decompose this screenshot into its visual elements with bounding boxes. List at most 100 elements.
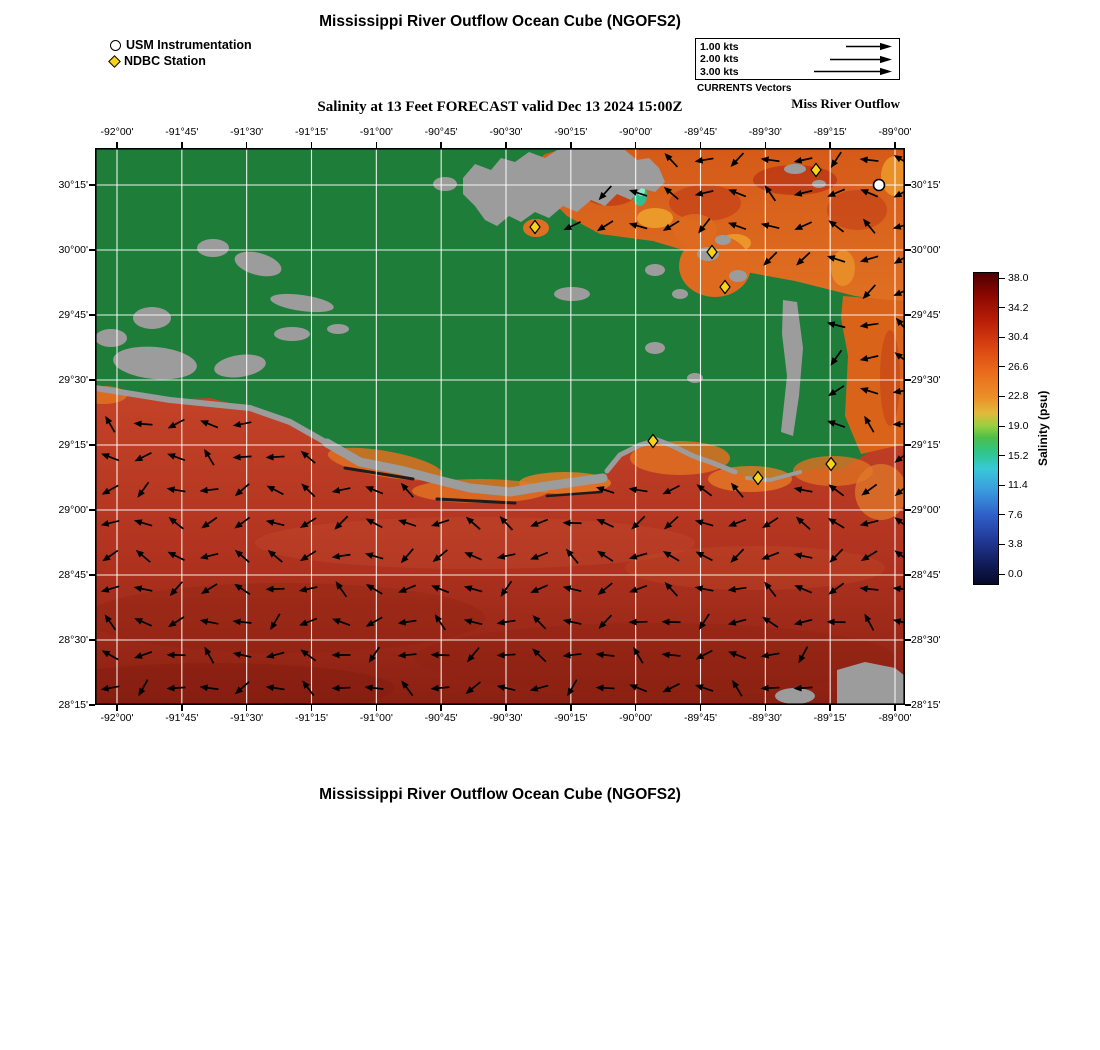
current-arrow-head	[894, 517, 903, 525]
current-arrow-head	[166, 684, 175, 692]
current-arrow-head	[830, 159, 839, 168]
current-arrow-shaft	[667, 156, 679, 168]
current-arrow-head	[728, 520, 737, 527]
lon-tick-label-top: -89°45'	[683, 126, 718, 138]
current-arrow-head	[662, 551, 672, 559]
current-arrow-head	[331, 486, 341, 494]
current-arrow-head	[793, 156, 803, 164]
ndbc-station-marker	[810, 162, 822, 178]
current-arrow-head	[234, 583, 243, 592]
current-arrow-shaft	[865, 355, 879, 360]
current-arrow-head	[168, 517, 177, 525]
colorbar-title: Salinity (psu)	[1036, 390, 1050, 466]
current-arrow-head	[232, 420, 242, 428]
current-arrow-shaft	[139, 521, 153, 527]
current-arrow-head	[597, 550, 606, 559]
current-arrow-shaft	[238, 653, 252, 658]
current-arrow-head	[694, 585, 704, 593]
current-arrow-head	[397, 618, 407, 626]
current-arrow-head	[859, 321, 869, 329]
current-arrow-shaft	[305, 684, 315, 697]
current-arrow-head	[335, 581, 343, 590]
current-arrow-head	[532, 615, 541, 624]
current-arrow-head	[892, 618, 902, 625]
current-arrow-shaft	[403, 584, 417, 592]
current-arrow-shaft	[139, 451, 152, 460]
current-arrow-shaft	[304, 454, 316, 464]
current-arrow-head	[562, 585, 572, 592]
current-arrow-shaft	[139, 651, 153, 657]
graticule	[95, 148, 905, 706]
current-arrow-head	[662, 223, 672, 231]
current-arrow-head	[861, 488, 870, 496]
current-arrow-head	[496, 552, 506, 560]
current-arrow-shaft	[337, 553, 351, 558]
current-arrow-head	[199, 618, 209, 626]
ocean-shade	[85, 583, 485, 653]
current-arrow-head	[265, 684, 275, 692]
current-arrow-shaft	[866, 222, 876, 234]
current-arrow-shaft	[766, 551, 780, 559]
lon-tick-mark	[570, 142, 572, 148]
current-arrow-head	[596, 518, 606, 526]
map-plot-area	[35, 148, 912, 713]
current-arrow-shaft	[799, 586, 813, 594]
current-arrow-shaft	[106, 585, 120, 591]
lat-tick-mark	[905, 639, 911, 641]
current-arrow-shaft	[337, 620, 351, 627]
colorbar-tick-mark	[999, 307, 1005, 309]
current-arrow-shaft	[106, 652, 119, 661]
land-patch	[729, 270, 747, 282]
lon-tick-mark	[181, 142, 183, 148]
current-arrow-head	[629, 586, 638, 593]
current-arrow-head	[300, 649, 309, 657]
ndbc-station-marker	[706, 244, 718, 260]
current-arrow-head	[796, 257, 805, 266]
current-arrow-head	[364, 684, 373, 692]
current-arrow-head	[760, 684, 769, 692]
current-arrow-shaft	[304, 517, 317, 526]
lat-tick-mark	[905, 249, 911, 251]
current-scale-arrow	[846, 42, 892, 51]
current-arrow-shaft	[865, 483, 878, 493]
lat-tick-label-left: 28°15'	[58, 699, 88, 711]
current-arrow-shaft	[733, 518, 747, 526]
lon-tick-mark	[570, 705, 572, 711]
current-arrow-shaft	[172, 616, 185, 625]
current-arrow-head	[628, 486, 638, 494]
legend-ndbc-label: NDBC Station	[124, 54, 206, 68]
lon-tick-label-bottom: -90°30'	[489, 712, 523, 724]
current-arrow-head	[105, 415, 113, 425]
current-arrow-head	[662, 685, 672, 693]
current-arrow-head	[532, 648, 541, 657]
current-arrow-shaft	[832, 323, 846, 329]
land-patch	[784, 164, 806, 174]
current-arrow-shaft	[338, 585, 348, 598]
land-patch	[775, 688, 815, 704]
current-arrow-head	[465, 516, 475, 525]
current-arrow-shaft	[370, 487, 384, 495]
current-arrow-shaft	[700, 190, 714, 195]
current-scale-label: 1.00 kts	[700, 40, 739, 53]
current-arrow-head	[829, 554, 838, 563]
current-arrow-head	[232, 651, 242, 659]
current-arrow-head	[732, 679, 740, 689]
current-arrow-shaft	[271, 651, 285, 657]
lat-tick-label-left: 30°00'	[58, 244, 88, 256]
current-arrow-head	[331, 552, 341, 560]
current-arrow-head	[761, 553, 770, 560]
current-arrow-head	[730, 554, 739, 563]
land-patch	[672, 289, 688, 299]
lon-tick-mark	[181, 705, 183, 711]
current-arrow-head	[567, 687, 575, 697]
lon-tick-mark	[245, 705, 248, 711]
current-arrow-head	[100, 586, 110, 593]
lon-tick-mark	[829, 705, 831, 711]
current-arrow-shaft	[634, 488, 648, 493]
current-arrow-head	[727, 585, 736, 593]
barrier-island	[343, 466, 415, 481]
lon-tick-mark	[505, 142, 507, 148]
current-arrow-head	[530, 586, 539, 593]
current-arrow-shaft	[865, 550, 878, 559]
current-arrow-shaft	[337, 686, 351, 690]
